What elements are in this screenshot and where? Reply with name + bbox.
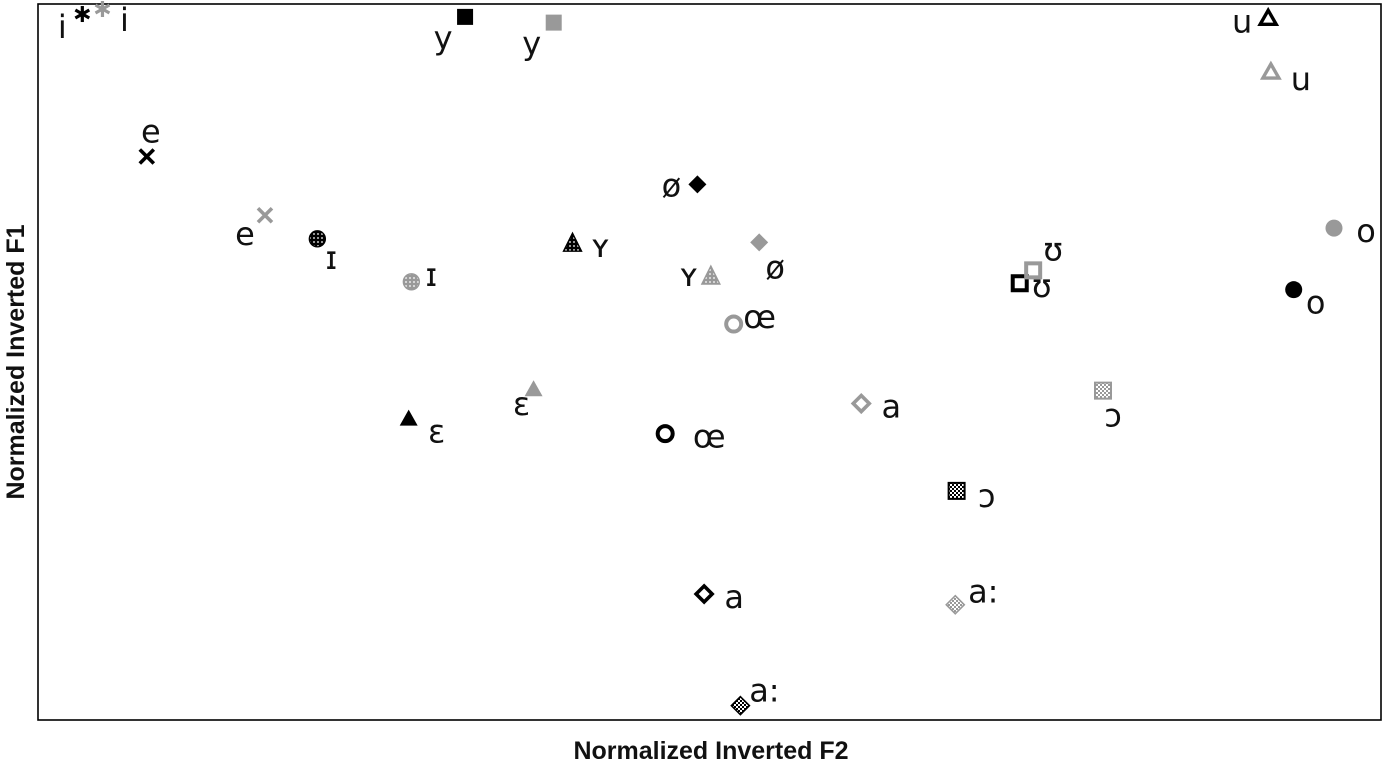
vowel-label: a: [749, 672, 779, 710]
vowel-label: a: [968, 573, 998, 611]
data-point: ø [662, 166, 707, 204]
data-point-marker [402, 273, 421, 291]
data-point-marker [1285, 281, 1303, 299]
data-point: ɔ [947, 477, 996, 515]
data-point: u [1232, 2, 1280, 40]
vowel-label: ɔ [1104, 397, 1122, 435]
data-point-marker [562, 231, 583, 252]
data-point-marker [308, 230, 327, 248]
vowel-label: y [434, 19, 453, 57]
data-point: œ [655, 418, 726, 456]
data-point-marker [399, 409, 418, 426]
data-point: o [1285, 281, 1325, 322]
data-point-marker [724, 314, 744, 334]
data-point: ʏ [562, 227, 611, 265]
data-point: y [522, 14, 562, 63]
vowel-label: ɔ [978, 477, 996, 515]
data-point-marker [750, 233, 769, 252]
data-point: ɔ [1093, 381, 1122, 435]
data-point-marker [1259, 60, 1282, 80]
data-point: ɪ [402, 256, 437, 294]
vowel-label: o [1356, 212, 1376, 250]
data-point-marker [74, 6, 91, 23]
data-point: i [58, 6, 91, 46]
vowel-label: ʏ [591, 227, 611, 265]
vowel-label: e [235, 215, 255, 253]
data-point-marker [256, 206, 274, 224]
data-point-marker [730, 695, 751, 716]
vowel-label: ø [765, 248, 785, 286]
data-point-marker [138, 148, 156, 165]
data-point-marker [457, 8, 474, 25]
data-point-marker [545, 14, 562, 31]
vowel-label: u [1291, 60, 1311, 98]
vowel-label: ɪ [325, 239, 337, 277]
vowel-label: i [58, 8, 67, 46]
data-point: ʏ [679, 256, 721, 294]
vowel-label: ɪ [425, 256, 437, 294]
plot-area-frame [37, 3, 1382, 721]
data-point: ɛ [513, 380, 543, 423]
y-axis-title: Normalized Inverted F1 [2, 224, 30, 499]
data-point: o [1325, 212, 1376, 250]
vowel-label: u [1232, 2, 1252, 40]
vowel-label: a [881, 388, 901, 426]
data-point-marker [850, 392, 872, 415]
data-point: a: [945, 573, 998, 615]
data-point-marker [693, 583, 715, 605]
vowel-label: i [120, 1, 129, 39]
data-point-marker [1010, 274, 1029, 293]
vowel-label: ø [662, 166, 682, 204]
vowel-label: ʏ [679, 256, 699, 294]
data-point: a [693, 578, 744, 616]
data-point: ɪ [308, 230, 337, 277]
vowel-label: œ [743, 298, 776, 336]
data-point-marker [688, 175, 707, 194]
data-point: a: [730, 672, 780, 716]
vowel-label: o [1306, 284, 1326, 322]
data-point: œ [724, 298, 776, 336]
data-point-marker [655, 424, 675, 444]
data-point-marker [1024, 261, 1043, 280]
data-point-marker [1325, 219, 1343, 237]
data-point: ʊ [1024, 230, 1063, 280]
data-point: i [94, 1, 129, 39]
data-point-marker [1257, 6, 1280, 27]
data-point: u [1259, 60, 1311, 98]
vowel-label: a [724, 578, 744, 616]
data-point: a [850, 388, 901, 426]
x-axis-title: Normalized Inverted F2 [573, 737, 848, 765]
data-point-marker [94, 1, 111, 18]
vowel-label: e [141, 113, 161, 151]
vowel-label: ɛ [428, 413, 445, 451]
vowel-label: y [522, 25, 541, 63]
data-point-marker [700, 264, 721, 285]
data-point: e [138, 113, 161, 165]
data-point-marker [947, 481, 966, 500]
data-point: ɛ [399, 409, 445, 451]
data-point-marker [524, 380, 543, 397]
vowel-label: œ [693, 418, 726, 456]
data-point: e [235, 206, 274, 253]
data-point-marker [1093, 381, 1112, 400]
data-point-marker [945, 594, 966, 615]
vowel-label: ʊ [1043, 230, 1063, 268]
vowel-label: ɛ [513, 385, 530, 423]
data-point: y [434, 8, 474, 57]
data-point: ø [750, 233, 785, 286]
